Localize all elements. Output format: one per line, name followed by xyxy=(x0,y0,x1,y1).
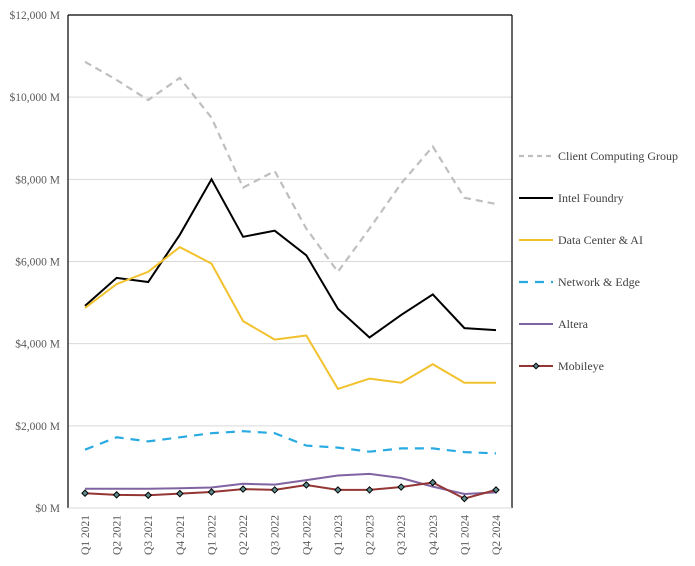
data-point-marker xyxy=(365,486,374,494)
data-point-marker xyxy=(460,494,469,503)
x-tick-label: Q2 2023 xyxy=(365,515,377,555)
y-axis-ticks: $0 M $2,000 M $4,000 M $6,000 M $8,000 M $10,… xyxy=(10,9,60,515)
x-tick-label: Q3 2021 xyxy=(143,515,155,555)
legend-label: Data Center & AI xyxy=(558,233,643,247)
gridlines xyxy=(68,96,512,427)
data-point-marker xyxy=(81,489,89,498)
legend-item: Network & Edge xyxy=(519,275,640,289)
x-tick-label: Q1 2022 xyxy=(206,515,218,555)
data-point-marker xyxy=(112,491,121,499)
x-tick-label: Q2 2024 xyxy=(491,515,503,555)
series-line xyxy=(84,245,496,391)
y-tick-label: $0 M xyxy=(35,502,60,515)
x-tick-label: Q1 2021 xyxy=(80,515,92,555)
data-point-marker xyxy=(302,481,311,489)
series-line xyxy=(84,60,497,274)
data-point-marker xyxy=(270,486,279,494)
legend-label: Intel Foundry xyxy=(558,191,624,205)
x-tick-label: Q2 2021 xyxy=(112,515,124,555)
x-tick-label: Q1 2023 xyxy=(333,515,345,555)
legend: Client Computing Group Intel Foundry Data … xyxy=(519,149,678,373)
x-tick-label: Q4 2022 xyxy=(301,515,313,555)
y-tick-label: $10,000 M xyxy=(10,91,60,104)
data-point-marker xyxy=(492,486,500,494)
legend-item: Intel Foundry xyxy=(519,191,624,205)
x-tick-label: Q4 2023 xyxy=(428,515,440,555)
series-altera xyxy=(85,472,497,496)
y-tick-label: $6,000 M xyxy=(15,256,60,269)
legend-item: Client Computing Group xyxy=(519,149,678,163)
series-client-computing-group xyxy=(84,60,497,274)
legend-label: Client Computing Group xyxy=(558,149,678,163)
series-data-center-ai xyxy=(84,245,496,391)
series-line xyxy=(85,472,497,496)
y-tick-label: $2,000 M xyxy=(15,420,60,433)
x-tick-label: Q1 2024 xyxy=(459,515,471,555)
x-tick-label: Q3 2023 xyxy=(396,515,408,555)
legend-label: Mobileye xyxy=(558,359,604,373)
series-intel-foundry xyxy=(84,177,497,339)
series-line xyxy=(84,430,497,455)
legend-item: Data Center & AI xyxy=(519,233,643,247)
legend-label: Network & Edge xyxy=(558,275,640,289)
x-tick-label: Q2 2022 xyxy=(238,515,250,555)
x-tick-label: Q4 2021 xyxy=(175,515,187,555)
series-network-edge xyxy=(84,430,497,455)
y-tick-label: $8,000 M xyxy=(15,173,60,186)
x-axis-ticks: Q1 2021 Q2 2021 Q3 2021 Q4 2021 Q1 2022 Q2 20… xyxy=(80,515,503,555)
series-line xyxy=(84,481,497,500)
series-mobileye xyxy=(81,478,500,503)
plot-frame xyxy=(67,14,513,509)
legend-marker xyxy=(532,362,540,370)
legend-label: Altera xyxy=(558,317,589,331)
data-point-marker xyxy=(239,485,247,493)
data-point-marker xyxy=(207,488,216,496)
legend-item: Altera xyxy=(519,317,589,331)
data-point-marker xyxy=(144,491,153,500)
x-tick-label: Q3 2022 xyxy=(270,515,282,555)
data-point-marker xyxy=(334,486,342,494)
series-lines xyxy=(81,60,500,503)
data-point-marker xyxy=(428,478,437,487)
series-line xyxy=(84,177,497,339)
y-tick-label: $4,000 M xyxy=(15,338,60,351)
data-point-marker xyxy=(176,489,184,498)
legend-item: Mobileye xyxy=(519,359,604,373)
data-point-marker xyxy=(397,483,405,491)
y-tick-label: $12,000 M xyxy=(10,9,60,22)
